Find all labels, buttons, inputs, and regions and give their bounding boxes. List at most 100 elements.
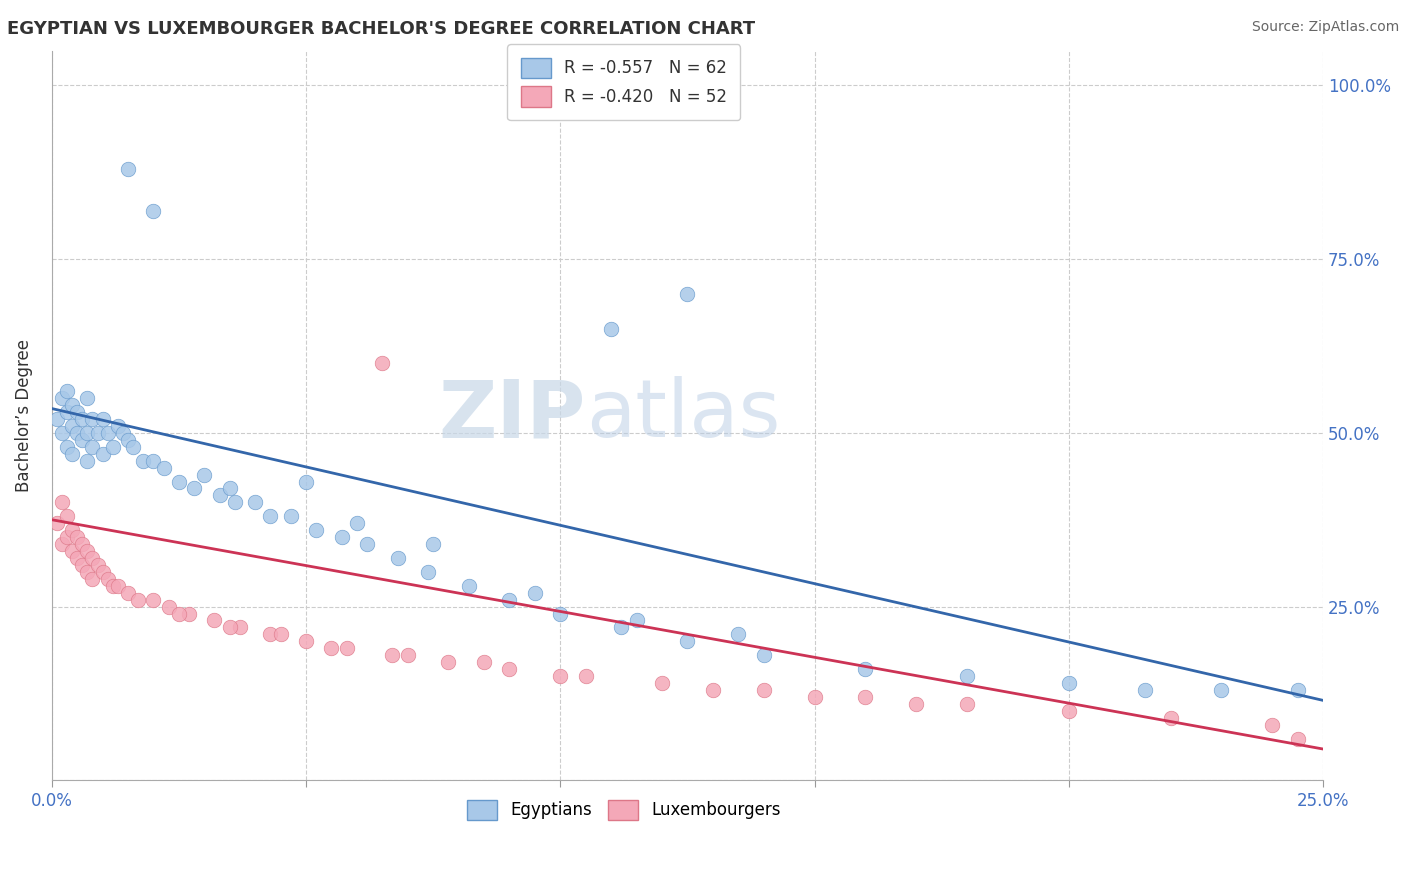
Point <box>142 592 165 607</box>
Point <box>132 453 155 467</box>
Point <box>1286 731 1309 746</box>
Point <box>76 544 98 558</box>
Point <box>676 634 699 648</box>
Point <box>127 592 149 607</box>
Point <box>330 530 353 544</box>
Point <box>346 516 368 531</box>
Point <box>76 425 98 440</box>
Point <box>66 425 89 440</box>
Point <box>1160 711 1182 725</box>
Point <box>1133 683 1156 698</box>
Point <box>600 321 623 335</box>
Point <box>72 433 94 447</box>
Point <box>101 579 124 593</box>
Point <box>550 607 572 621</box>
Point <box>1057 704 1080 718</box>
Point <box>117 433 139 447</box>
Point <box>422 537 444 551</box>
Point <box>51 391 73 405</box>
Point <box>51 425 73 440</box>
Point <box>295 475 318 489</box>
Point <box>177 607 200 621</box>
Point <box>117 585 139 599</box>
Point <box>56 405 79 419</box>
Point <box>270 627 292 641</box>
Point <box>45 412 67 426</box>
Point <box>280 509 302 524</box>
Point <box>626 614 648 628</box>
Point <box>86 558 108 572</box>
Point <box>107 418 129 433</box>
Point <box>396 648 419 663</box>
Point <box>371 356 394 370</box>
Point <box>295 634 318 648</box>
Point <box>416 565 439 579</box>
Point <box>82 440 104 454</box>
Point <box>381 648 404 663</box>
Point <box>76 453 98 467</box>
Point <box>1057 676 1080 690</box>
Point <box>101 440 124 454</box>
Point <box>72 558 94 572</box>
Point <box>117 161 139 176</box>
Point <box>142 453 165 467</box>
Point <box>224 495 246 509</box>
Point <box>356 537 378 551</box>
Point <box>550 669 572 683</box>
Point <box>437 655 460 669</box>
Point <box>157 599 180 614</box>
Point <box>387 550 409 565</box>
Point <box>457 579 479 593</box>
Point <box>86 425 108 440</box>
Point <box>152 460 174 475</box>
Point <box>111 425 134 440</box>
Point <box>752 683 775 698</box>
Point <box>727 627 749 641</box>
Point <box>204 614 226 628</box>
Point <box>56 530 79 544</box>
Point <box>956 697 979 711</box>
Point <box>803 690 825 704</box>
Point <box>82 572 104 586</box>
Point <box>97 572 120 586</box>
Point <box>905 697 928 711</box>
Point <box>208 488 231 502</box>
Point <box>183 482 205 496</box>
Legend: Egyptians, Luxembourgers: Egyptians, Luxembourgers <box>460 793 787 827</box>
Point <box>676 286 699 301</box>
Point <box>702 683 724 698</box>
Text: ZIP: ZIP <box>439 376 586 455</box>
Point <box>1211 683 1233 698</box>
Point <box>51 537 73 551</box>
Point <box>575 669 598 683</box>
Point <box>66 405 89 419</box>
Point <box>56 384 79 399</box>
Point <box>336 641 359 656</box>
Point <box>97 425 120 440</box>
Point <box>72 412 94 426</box>
Point <box>610 620 633 634</box>
Point <box>66 530 89 544</box>
Point <box>82 412 104 426</box>
Point <box>76 391 98 405</box>
Point <box>60 544 83 558</box>
Point <box>91 412 114 426</box>
Point <box>91 447 114 461</box>
Point <box>167 607 190 621</box>
Point <box>229 620 252 634</box>
Point <box>60 398 83 412</box>
Point <box>91 565 114 579</box>
Point <box>45 516 67 531</box>
Point <box>218 620 240 634</box>
Point <box>56 509 79 524</box>
Point <box>82 550 104 565</box>
Text: atlas: atlas <box>586 376 780 455</box>
Text: Source: ZipAtlas.com: Source: ZipAtlas.com <box>1251 20 1399 34</box>
Point <box>167 475 190 489</box>
Point <box>142 203 165 218</box>
Point <box>218 482 240 496</box>
Point <box>498 662 520 676</box>
Text: EGYPTIAN VS LUXEMBOURGER BACHELOR'S DEGREE CORRELATION CHART: EGYPTIAN VS LUXEMBOURGER BACHELOR'S DEGR… <box>7 20 755 37</box>
Point <box>498 592 520 607</box>
Point <box>60 418 83 433</box>
